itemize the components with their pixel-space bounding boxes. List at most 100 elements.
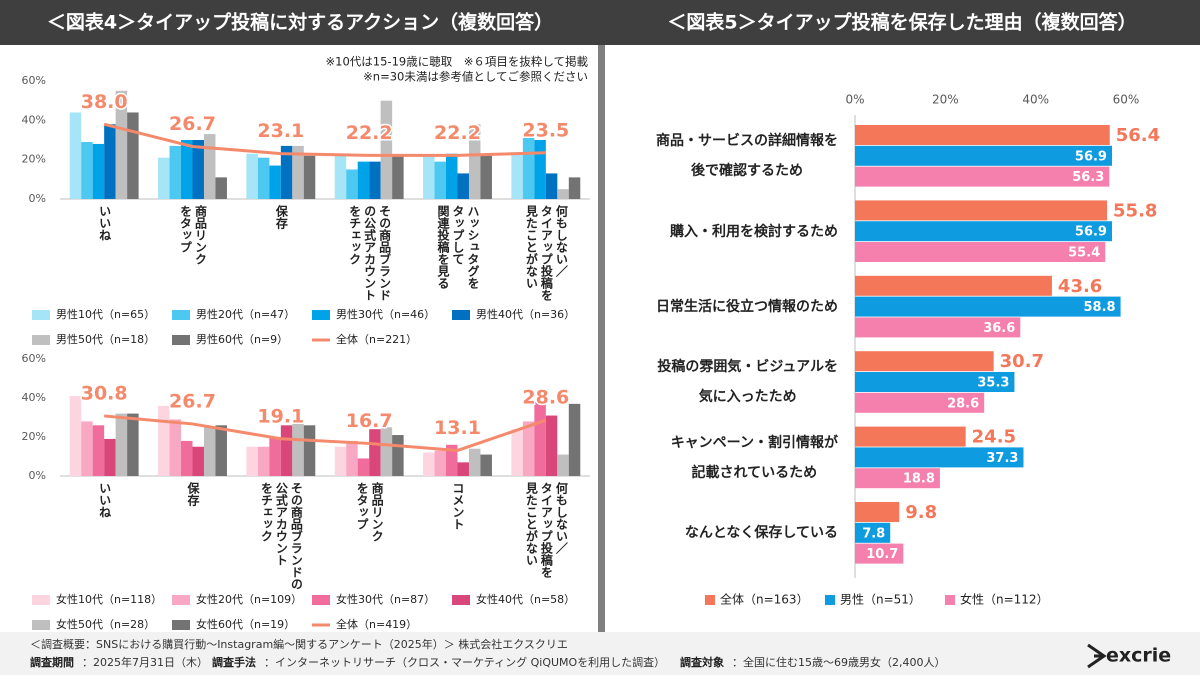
bar	[215, 177, 227, 199]
bar	[203, 134, 216, 199]
bar	[127, 413, 139, 476]
data-label: 35.3	[977, 376, 1009, 391]
bar	[357, 161, 370, 199]
bar	[434, 450, 447, 476]
bar	[215, 425, 227, 476]
bar	[92, 425, 105, 476]
bar	[292, 419, 304, 476]
legend-swatch	[32, 620, 50, 630]
bar	[81, 421, 93, 476]
bar	[522, 421, 535, 476]
y-tick-label: 0%	[29, 469, 46, 482]
bar	[457, 462, 469, 476]
legend-swatch	[32, 310, 50, 320]
data-label: 56.9	[1075, 225, 1107, 240]
bar	[369, 429, 381, 476]
x-tick-label: 何もしない／ タイアップ投稿を 見たことがない	[524, 482, 569, 578]
bar	[346, 169, 358, 199]
data-label: 28.6	[522, 387, 569, 409]
bar	[855, 502, 900, 522]
legend-swatch	[825, 595, 835, 605]
bar	[446, 153, 458, 199]
data-label: 26.7	[169, 113, 216, 135]
data-label: 24.5	[972, 427, 1016, 448]
data-label: 28.6	[947, 396, 979, 411]
legend-label: 全体（n=419）	[336, 617, 417, 631]
legend-swatch	[32, 595, 50, 605]
bar	[269, 165, 281, 199]
data-label: 10.7	[866, 547, 898, 562]
bar	[280, 425, 293, 476]
footer-bar	[0, 632, 1200, 675]
data-label: 38.0	[81, 91, 128, 113]
bar	[81, 141, 93, 199]
bar	[534, 140, 546, 199]
legend-label: 女性60代（n=19）	[196, 617, 295, 631]
data-label: 56.9	[1075, 149, 1107, 164]
bar	[181, 440, 193, 476]
legend-label: 男性（n=51）	[840, 593, 921, 607]
bar	[69, 396, 82, 476]
data-label: 37.3	[986, 451, 1018, 466]
data-label: 55.8	[1113, 200, 1157, 221]
x-tick-label: 0%	[845, 93, 864, 107]
bar	[92, 143, 105, 199]
bar	[346, 440, 358, 476]
bar	[181, 140, 193, 199]
bar	[446, 444, 458, 476]
logo-icon	[1087, 643, 1107, 669]
data-label: 22.2	[346, 122, 393, 144]
x-tick-label: 保存	[186, 482, 200, 506]
bar	[511, 153, 523, 199]
footer-label: 調査期間	[30, 655, 74, 669]
bar	[392, 155, 404, 199]
data-label: 55.4	[1068, 246, 1100, 261]
bar	[104, 438, 116, 476]
bar	[545, 415, 558, 476]
x-tick-label: 商品リンク をタップ	[178, 205, 208, 265]
y-tick-label: 購入・利用を検討するため	[670, 223, 838, 240]
bar	[480, 454, 492, 476]
bar	[855, 468, 940, 489]
y-tick-label: 40%	[22, 113, 46, 126]
bar	[855, 392, 985, 413]
bar	[545, 173, 558, 199]
header-bar	[0, 0, 1200, 45]
y-tick-label: 20%	[22, 153, 46, 166]
bar	[423, 452, 435, 476]
bar	[158, 405, 170, 476]
data-label: 43.6	[1058, 276, 1102, 297]
y-tick-label: 20%	[22, 430, 46, 443]
bar	[115, 413, 128, 476]
y-tick-label: 投稿の雰囲気・ビジュアルを 気に入ったため	[657, 359, 838, 406]
legend-swatch	[172, 310, 190, 320]
bar	[855, 522, 891, 543]
bar	[357, 458, 370, 476]
legend-label: 全体（n=221）	[336, 332, 417, 346]
bar	[192, 446, 204, 476]
data-label: 30.8	[81, 382, 128, 404]
data-label: 26.7	[169, 390, 216, 412]
bar	[855, 543, 904, 564]
bar	[257, 157, 270, 199]
legend-swatch	[312, 595, 330, 605]
footer-text: ：2025年7月31日（木）	[82, 655, 208, 669]
y-tick-label: 40%	[22, 391, 46, 404]
data-label: 22.2	[434, 122, 481, 144]
data-label: 56.4	[1116, 125, 1160, 146]
bar	[480, 155, 492, 199]
bar	[334, 446, 347, 476]
y-tick-label: キャンペーン・割引情報が 記載されているため	[670, 434, 838, 481]
x-tick-label: 20%	[932, 93, 959, 107]
bar	[557, 454, 569, 476]
y-tick-label: 日常生活に役立つ情報のため	[656, 299, 838, 315]
legend-label: 男性60代（n=9）	[196, 332, 288, 346]
data-label: 13.1	[434, 417, 481, 439]
bar	[104, 124, 116, 199]
x-tick-label: その商品ブランド の公式アカウント をチェック	[347, 205, 392, 301]
bar	[246, 446, 258, 476]
data-label: 19.1	[257, 405, 304, 427]
y-tick-label: 商品・サービスの詳細情報を 後で確認するため	[656, 133, 838, 180]
legend-label: 男性50代（n=18）	[56, 332, 155, 346]
